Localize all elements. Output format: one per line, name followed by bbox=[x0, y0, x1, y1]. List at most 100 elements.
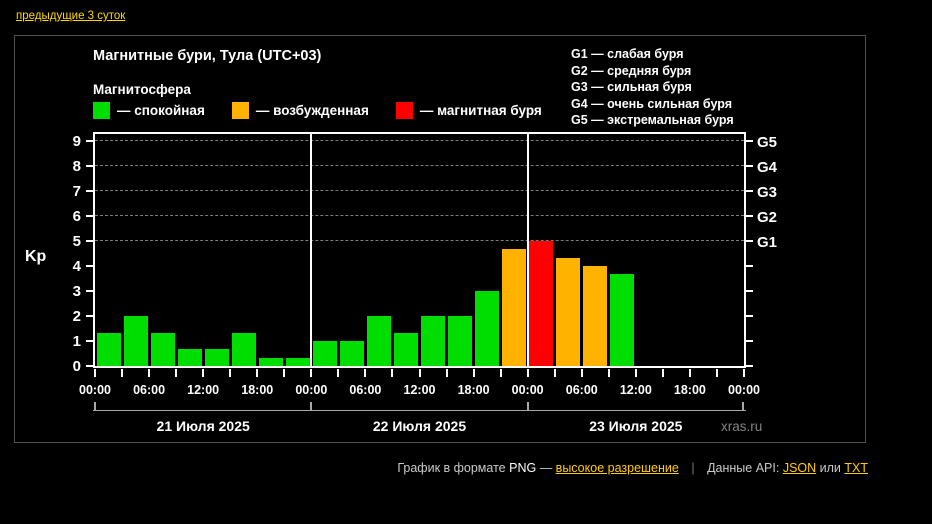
previous-3-days-link[interactable]: предыдущие 3 суток bbox=[16, 10, 126, 22]
x-axis-tick-label: 18:00 bbox=[673, 383, 706, 397]
x-axis-tick-label: 00:00 bbox=[79, 383, 111, 397]
x-axis-tick bbox=[743, 369, 745, 377]
footer-api-text: Данные API: bbox=[707, 461, 780, 475]
x-axis-tick bbox=[364, 369, 367, 377]
y-axis-tick bbox=[86, 140, 93, 142]
txt-api-link[interactable]: TXT bbox=[844, 461, 868, 475]
x-axis-tick bbox=[94, 369, 96, 377]
y-axis-tick-right bbox=[746, 140, 753, 142]
x-axis-tick bbox=[553, 369, 556, 377]
kp-bar-chart: Kp xras.ru 0 1 2 3 4 5 6 7 8 9 G1 G2 G3 G4 G5 00:00 06:0… bbox=[25, 132, 777, 434]
g-level-label: G1 bbox=[757, 234, 778, 251]
g-legend-line: G2 — средняя буря bbox=[571, 63, 692, 78]
y-axis-tick bbox=[86, 315, 93, 317]
kp-bar bbox=[583, 266, 608, 366]
quiet-color-swatch bbox=[93, 102, 110, 119]
y-axis-tick-label: 6 bbox=[72, 208, 81, 225]
y-axis-tick-label: 5 bbox=[72, 233, 81, 250]
chart-subtitle: Магнитосфера bbox=[93, 82, 191, 97]
x-axis-tick bbox=[175, 369, 178, 377]
kp-bar bbox=[258, 357, 283, 366]
x-axis-tick-label: 00:00 bbox=[728, 383, 760, 397]
day-band-tick bbox=[526, 402, 529, 411]
footer-dash: — bbox=[539, 461, 553, 475]
g-level-label: G2 bbox=[757, 209, 778, 226]
kp-bar bbox=[150, 332, 175, 366]
legend-item-excited: — возбужденная bbox=[231, 102, 369, 119]
kp-bar bbox=[502, 249, 527, 366]
y-axis-tick-right bbox=[746, 340, 753, 342]
x-axis-tick bbox=[391, 369, 394, 377]
y-axis-tick bbox=[86, 265, 93, 267]
g-level-label: G3 bbox=[757, 184, 778, 201]
x-axis-tick bbox=[256, 369, 259, 377]
x-axis-tick-label: 18:00 bbox=[241, 383, 274, 397]
y-axis-tick-label: 9 bbox=[72, 133, 81, 150]
y-axis-tick-label: 8 bbox=[72, 158, 81, 175]
y-axis-tick-label: 3 bbox=[72, 283, 81, 300]
g-level-label: G5 bbox=[757, 134, 778, 151]
kp-bar bbox=[448, 316, 473, 366]
day-band-tick bbox=[742, 402, 744, 411]
gridline-kp6 bbox=[95, 215, 744, 216]
x-axis-tick bbox=[580, 369, 583, 377]
y-axis-tick-label: 4 bbox=[72, 258, 81, 275]
legend-label: — магнитная буря bbox=[419, 103, 542, 118]
x-axis-tick bbox=[607, 369, 610, 377]
day-divider bbox=[526, 134, 529, 366]
y-axis-tick-label: 2 bbox=[72, 308, 81, 325]
legend-label: — спокойная bbox=[117, 103, 205, 118]
x-axis-tick-label: 12:00 bbox=[403, 383, 436, 397]
kp-bar bbox=[475, 291, 500, 366]
x-axis-tick bbox=[202, 369, 205, 377]
gridline-kp7 bbox=[95, 190, 744, 191]
x-axis-tick bbox=[283, 369, 286, 377]
g-scale-legend: G1 — слабая буря G2 — средняя буря G3 — … bbox=[571, 46, 734, 129]
day-band-tick bbox=[94, 402, 96, 411]
x-axis-tick-label: 00:00 bbox=[295, 383, 328, 397]
y-axis-tick-right bbox=[746, 190, 753, 192]
kp-bar bbox=[393, 332, 418, 366]
gridline-kp5 bbox=[95, 240, 744, 241]
g-legend-line: G4 — очень сильная буря bbox=[571, 96, 732, 111]
x-axis-tick bbox=[688, 369, 691, 377]
x-axis-tick bbox=[121, 369, 124, 377]
chart-title: Магнитные бури, Тула (UTC+03) bbox=[93, 48, 322, 64]
day-label: 23 Июля 2025 bbox=[589, 418, 683, 434]
y-axis-tick bbox=[86, 190, 93, 192]
y-axis-tick bbox=[86, 215, 93, 217]
x-axis-tick-label: 06:00 bbox=[565, 383, 598, 397]
watermark: xras.ru bbox=[721, 419, 763, 434]
y-axis-tick-label: 1 bbox=[72, 333, 81, 350]
y-axis-tick-right bbox=[746, 290, 753, 292]
g-level-label: G4 bbox=[757, 159, 778, 176]
gridline-kp8 bbox=[95, 165, 744, 166]
g-legend-line: G3 — сильная буря bbox=[571, 80, 692, 94]
legend-label: — возбужденная bbox=[255, 103, 369, 118]
y-axis-tick bbox=[86, 165, 93, 167]
x-axis-tick bbox=[661, 369, 664, 377]
day-band-tick bbox=[310, 402, 313, 411]
y-axis-tick-right bbox=[746, 265, 753, 267]
gridline-kp9 bbox=[95, 140, 744, 141]
y-axis-tick-right bbox=[746, 165, 753, 167]
chart-panel: Магнитные бури, Тула (UTC+03) Магнитосфе… bbox=[14, 35, 866, 443]
y-axis-tick bbox=[86, 290, 93, 292]
legend-item-storm: — магнитная буря bbox=[395, 102, 542, 119]
high-resolution-link[interactable]: высокое разрешение bbox=[555, 461, 679, 475]
y-axis-tick-right bbox=[746, 240, 753, 242]
excited-color-swatch bbox=[231, 102, 249, 119]
kp-bar bbox=[366, 316, 391, 366]
kp-bar bbox=[610, 274, 635, 366]
footer-text: График в формате bbox=[397, 461, 506, 475]
footer-format: PNG bbox=[509, 461, 537, 475]
x-axis-tick bbox=[229, 369, 232, 377]
json-api-link[interactable]: JSON bbox=[782, 461, 817, 475]
kp-bar bbox=[177, 349, 202, 366]
x-axis-tick-label: 00:00 bbox=[511, 383, 544, 397]
kp-bar bbox=[96, 332, 121, 366]
footer: График в формате PNG — высокое разрешени… bbox=[397, 461, 868, 475]
x-axis-tick bbox=[634, 369, 637, 377]
x-axis-tick bbox=[310, 369, 313, 377]
y-axis-tick-right bbox=[746, 315, 753, 317]
